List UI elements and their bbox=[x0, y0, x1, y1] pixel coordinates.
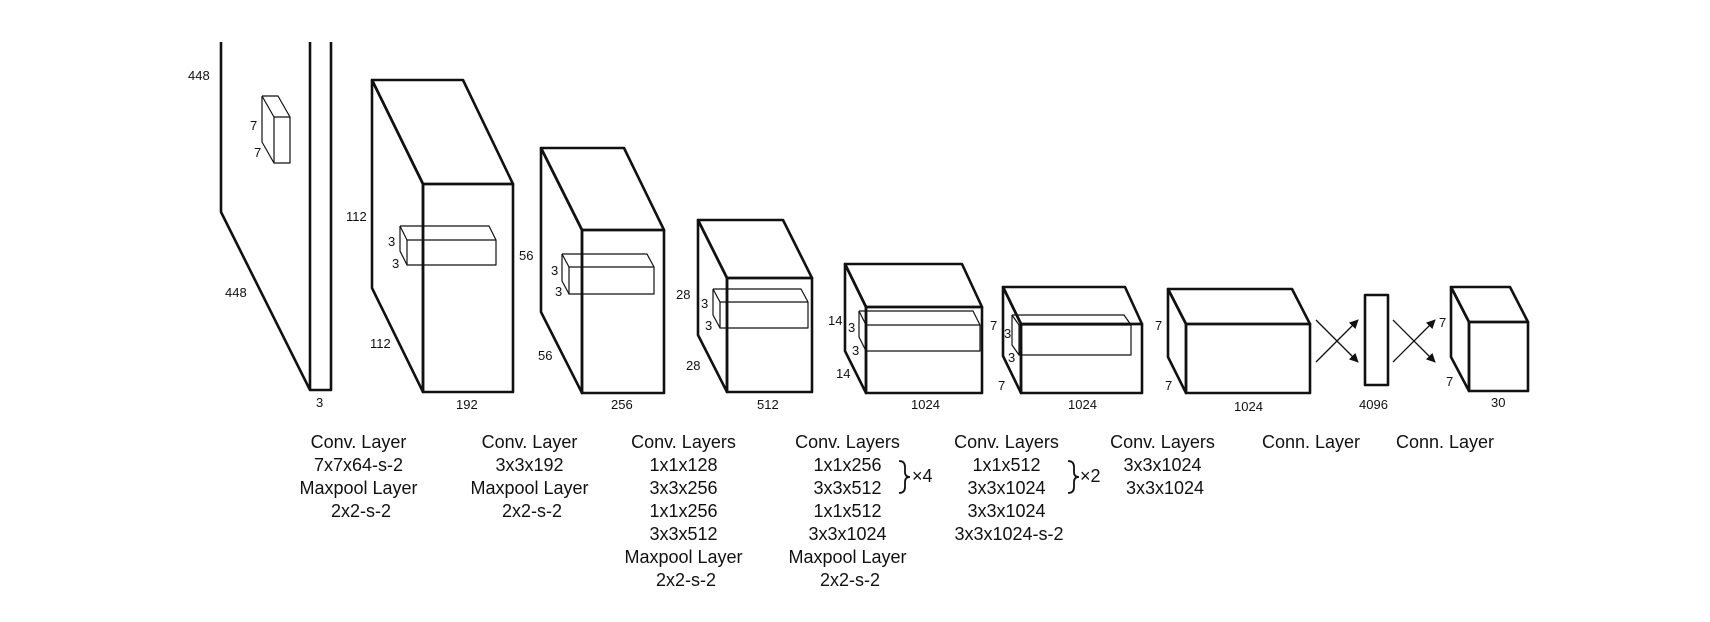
input-width-label: 448 bbox=[225, 285, 247, 300]
input-kernel-box bbox=[261, 95, 291, 164]
layer1-kernel-box bbox=[399, 225, 497, 266]
caption-block-8: Conn. Layer bbox=[1396, 432, 1494, 452]
input-height-label: 448 bbox=[188, 68, 210, 83]
layer3-top-face bbox=[696, 218, 814, 280]
layer2-channel-label: 256 bbox=[611, 397, 633, 412]
layer1-volume: 112 112 192 3 3 bbox=[346, 78, 515, 412]
output-front-face bbox=[1467, 320, 1530, 393]
caption-block-6: Conv. Layers 3x3x1024 3x3x1024 bbox=[1110, 432, 1220, 498]
layer4-width-label: 14 bbox=[836, 366, 850, 381]
layer3-kernel-w-label: 3 bbox=[705, 318, 712, 333]
input-slab-edges bbox=[219, 42, 333, 392]
layer6-top-face bbox=[1166, 287, 1312, 326]
fc-4096-rect bbox=[1363, 293, 1390, 387]
repeat-brace-4 bbox=[898, 460, 911, 494]
layer3-kernel-h-label: 3 bbox=[701, 296, 708, 311]
layer2-width-label: 56 bbox=[538, 348, 552, 363]
layer4-kernel-w-label: 3 bbox=[852, 343, 859, 358]
output-side-face bbox=[1449, 285, 1471, 393]
caption-block-1: Conv. Layer 7x7x64-s-2 Maxpool Layer 2x2… bbox=[299, 432, 422, 521]
caption-block-2: Conv. Layer 3x3x192 Maxpool Layer 2x2-s-… bbox=[470, 432, 593, 521]
layer4-kernel-box bbox=[858, 310, 981, 352]
layer3-height-label: 28 bbox=[676, 287, 690, 302]
layer2-kernel-box bbox=[561, 253, 655, 295]
layer1-width-label: 112 bbox=[370, 336, 391, 351]
repeat-brace-5 bbox=[1067, 460, 1080, 494]
layer2-top-face bbox=[539, 146, 666, 232]
fc-arrow-up-2 bbox=[1392, 319, 1436, 363]
layer1-height-label: 112 bbox=[346, 209, 367, 224]
repeat-count-5: ×2 bbox=[1080, 466, 1101, 486]
fc-connection-arrows-1 bbox=[1315, 319, 1359, 363]
layer6-channel-label: 1024 bbox=[1234, 399, 1263, 414]
fc-4096-bar: 4096 bbox=[1359, 293, 1390, 412]
caption-block-5: Conv. Layers 1x1x512 3x3x1024 3x3x1024 3… bbox=[954, 432, 1064, 544]
layer1-kernel-h-label: 3 bbox=[388, 234, 395, 249]
output-top-face bbox=[1449, 285, 1530, 324]
layer2-front-face bbox=[580, 228, 666, 395]
output-width-label: 7 bbox=[1446, 374, 1453, 389]
repeat-count-4: ×4 bbox=[912, 466, 933, 486]
caption-block-3: Conv. Layers 1x1x128 3x3x256 1x1x256 3x3… bbox=[624, 432, 747, 590]
layer3-kernel-box bbox=[712, 288, 809, 329]
layer6-width-label: 7 bbox=[1165, 378, 1172, 393]
layer3-front-face bbox=[725, 276, 814, 394]
layer3-volume: 28 28 512 3 3 bbox=[676, 218, 814, 412]
layer3-width-label: 28 bbox=[686, 358, 700, 373]
layer4-channel-label: 1024 bbox=[911, 397, 940, 412]
layer2-kernel-w-label: 3 bbox=[555, 284, 562, 299]
layer1-kernel-w-label: 3 bbox=[392, 256, 399, 271]
input-kernel-w-label: 7 bbox=[254, 145, 261, 160]
layer2-kernel-h-label: 3 bbox=[551, 263, 558, 278]
layer1-top-face bbox=[370, 78, 515, 186]
layer2-volume: 56 56 256 3 3 bbox=[519, 146, 666, 412]
layer1-front-face bbox=[421, 182, 515, 394]
layer5-kernel-box bbox=[1011, 314, 1132, 356]
layer6-front-face bbox=[1184, 322, 1312, 395]
output-volume: 7 7 30 bbox=[1439, 285, 1530, 410]
layer2-height-label: 56 bbox=[519, 248, 533, 263]
layer5-front-face bbox=[1019, 322, 1144, 395]
output-height-label: 7 bbox=[1439, 315, 1446, 330]
layer5-kernel-w-label: 3 bbox=[1008, 350, 1015, 365]
layer4-height-label: 14 bbox=[828, 313, 842, 328]
output-channel-label: 30 bbox=[1491, 395, 1505, 410]
layer6-height-label: 7 bbox=[1155, 318, 1162, 333]
layer4-top-face bbox=[843, 262, 984, 309]
layer3-channel-label: 512 bbox=[757, 397, 779, 412]
layer4-kernel-h-label: 3 bbox=[848, 320, 855, 335]
layer1-channel-label: 192 bbox=[456, 397, 478, 412]
input-volume: 448 448 3 7 7 bbox=[188, 42, 333, 410]
input-channel-label: 3 bbox=[316, 395, 323, 410]
layer5-channel-label: 1024 bbox=[1068, 397, 1097, 412]
caption-block-7: Conn. Layer bbox=[1262, 432, 1360, 452]
layer5-top-face bbox=[1001, 285, 1144, 326]
fc-connection-arrows-2 bbox=[1392, 319, 1436, 363]
layer6-volume: 7 7 1024 bbox=[1155, 287, 1312, 414]
layer5-kernel-h-label: 3 bbox=[1004, 326, 1011, 341]
layer4-front-face bbox=[864, 305, 984, 395]
fc-arrow-up-1 bbox=[1315, 319, 1359, 363]
input-kernel-h-label: 7 bbox=[250, 118, 257, 133]
caption-block-4: Conv. Layers 1x1x256 3x3x512 1x1x512 3x3… bbox=[788, 432, 911, 590]
layer4-volume: 14 14 1024 3 3 bbox=[828, 262, 984, 412]
fc-4096-label: 4096 bbox=[1359, 397, 1388, 412]
layer5-width-label: 7 bbox=[998, 378, 1005, 393]
layer5-volume: 7 7 1024 3 3 bbox=[990, 285, 1144, 412]
layer5-height-label: 7 bbox=[990, 318, 997, 333]
